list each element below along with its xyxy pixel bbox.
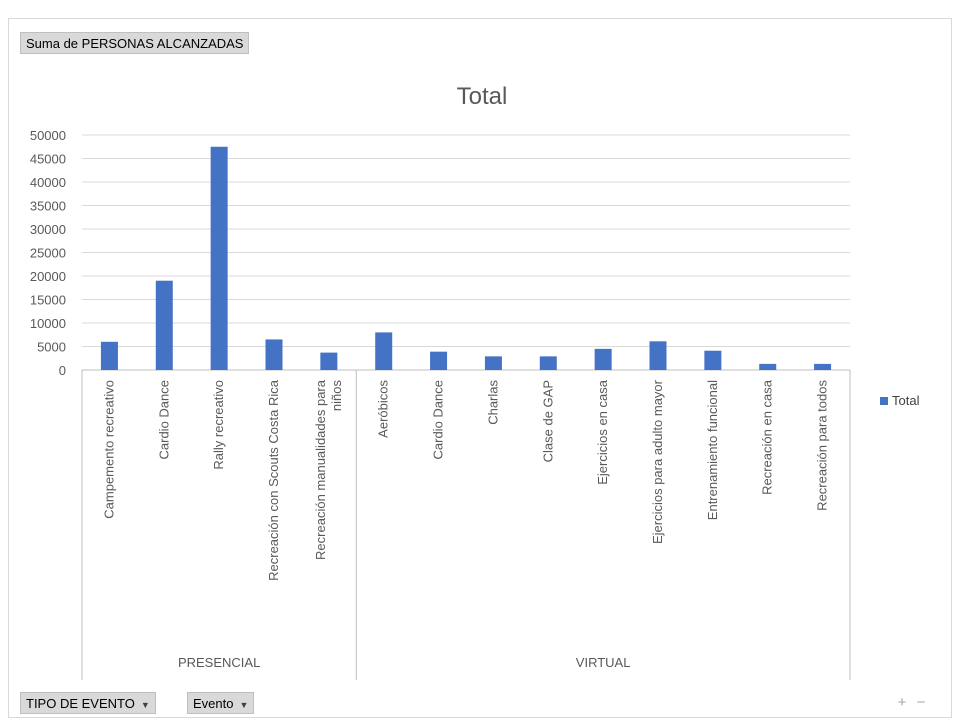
bar [539,356,557,370]
value-field-button[interactable]: Suma de PERSONAS ALCANZADAS [20,32,250,54]
y-tick-label: 30000 [30,222,66,237]
gridlines [82,134,850,371]
y-tick-label: 20000 [30,269,66,284]
y-tick-label: 25000 [30,246,66,261]
x-axis-labels: Campemento recreativo Cardio Dance Rally r… [101,379,829,581]
bar [814,363,832,370]
x-tick-label: Cardio Dance [431,380,446,460]
y-tick-label: 50000 [30,128,66,143]
group-label: VIRTUAL [576,655,631,670]
legend-label: Total [892,393,920,408]
bar [265,339,283,370]
bar [210,146,228,370]
x-tick-label: Entrenamiento funcional [705,380,720,520]
y-tick-label: 0 [59,363,66,378]
x-tick-label: Ejercicios en casa [595,379,610,485]
y-tick-label: 45000 [30,152,66,167]
bar [155,280,173,370]
x-tick-label: Cardio Dance [156,380,171,460]
bar [430,351,448,370]
chart-title: Total [457,83,508,110]
bars [100,146,832,370]
y-tick-label: 10000 [30,316,66,331]
x-tick-label: Aeróbicos [376,380,391,438]
bar [594,348,612,370]
y-tick-label: 15000 [30,293,66,308]
bar [704,350,722,370]
y-axis-ticks: 0 5000 10000 15000 20000 25000 30000 35000 40000… [30,128,66,378]
x-tick-label: Rally recreativo [211,380,226,470]
group-labels: PRESENCIAL VIRTUAL [81,370,851,680]
dropdown-arrow-icon: ▼ [239,700,249,710]
zoom-out-button[interactable]: − [916,694,926,711]
bar [484,356,502,370]
x-tick-label: Campemento recreativo [101,380,116,519]
legend-swatch [880,396,888,405]
bar [759,363,777,370]
x-tick-label: Recreación manualidades paraniños [313,379,344,560]
filter-evento-button[interactable]: Evento ▼ [187,692,255,714]
y-tick-label: 40000 [30,175,66,190]
x-tick-label: Ejercicios para adulto mayor [650,379,665,544]
bar [375,332,393,370]
value-field-label: Suma de PERSONAS ALCANZADAS [26,36,244,51]
y-tick-label: 35000 [30,199,66,214]
legend: Total [880,393,919,408]
filter-evento-label: Evento [193,696,234,711]
x-tick-label: Charlas [485,380,500,425]
bar [100,341,118,370]
x-tick-label: Clase de GAP [540,380,555,462]
bar [320,352,338,370]
filter-tipo-label: TIPO DE EVENTO [26,696,135,711]
group-label: PRESENCIAL [178,655,260,670]
bar [649,341,667,370]
dropdown-arrow-icon: ▼ [140,700,150,710]
zoom-in-button[interactable]: + [897,694,907,711]
x-tick-label: Recreación para todos [815,380,830,511]
x-tick-label: Recreación con Scouts Costa Rica [266,379,281,581]
y-tick-label: 5000 [37,340,66,355]
filter-tipo-de-evento-button[interactable]: TIPO DE EVENTO ▼ [20,692,156,714]
x-tick-label: Recreación en casa [760,379,775,495]
